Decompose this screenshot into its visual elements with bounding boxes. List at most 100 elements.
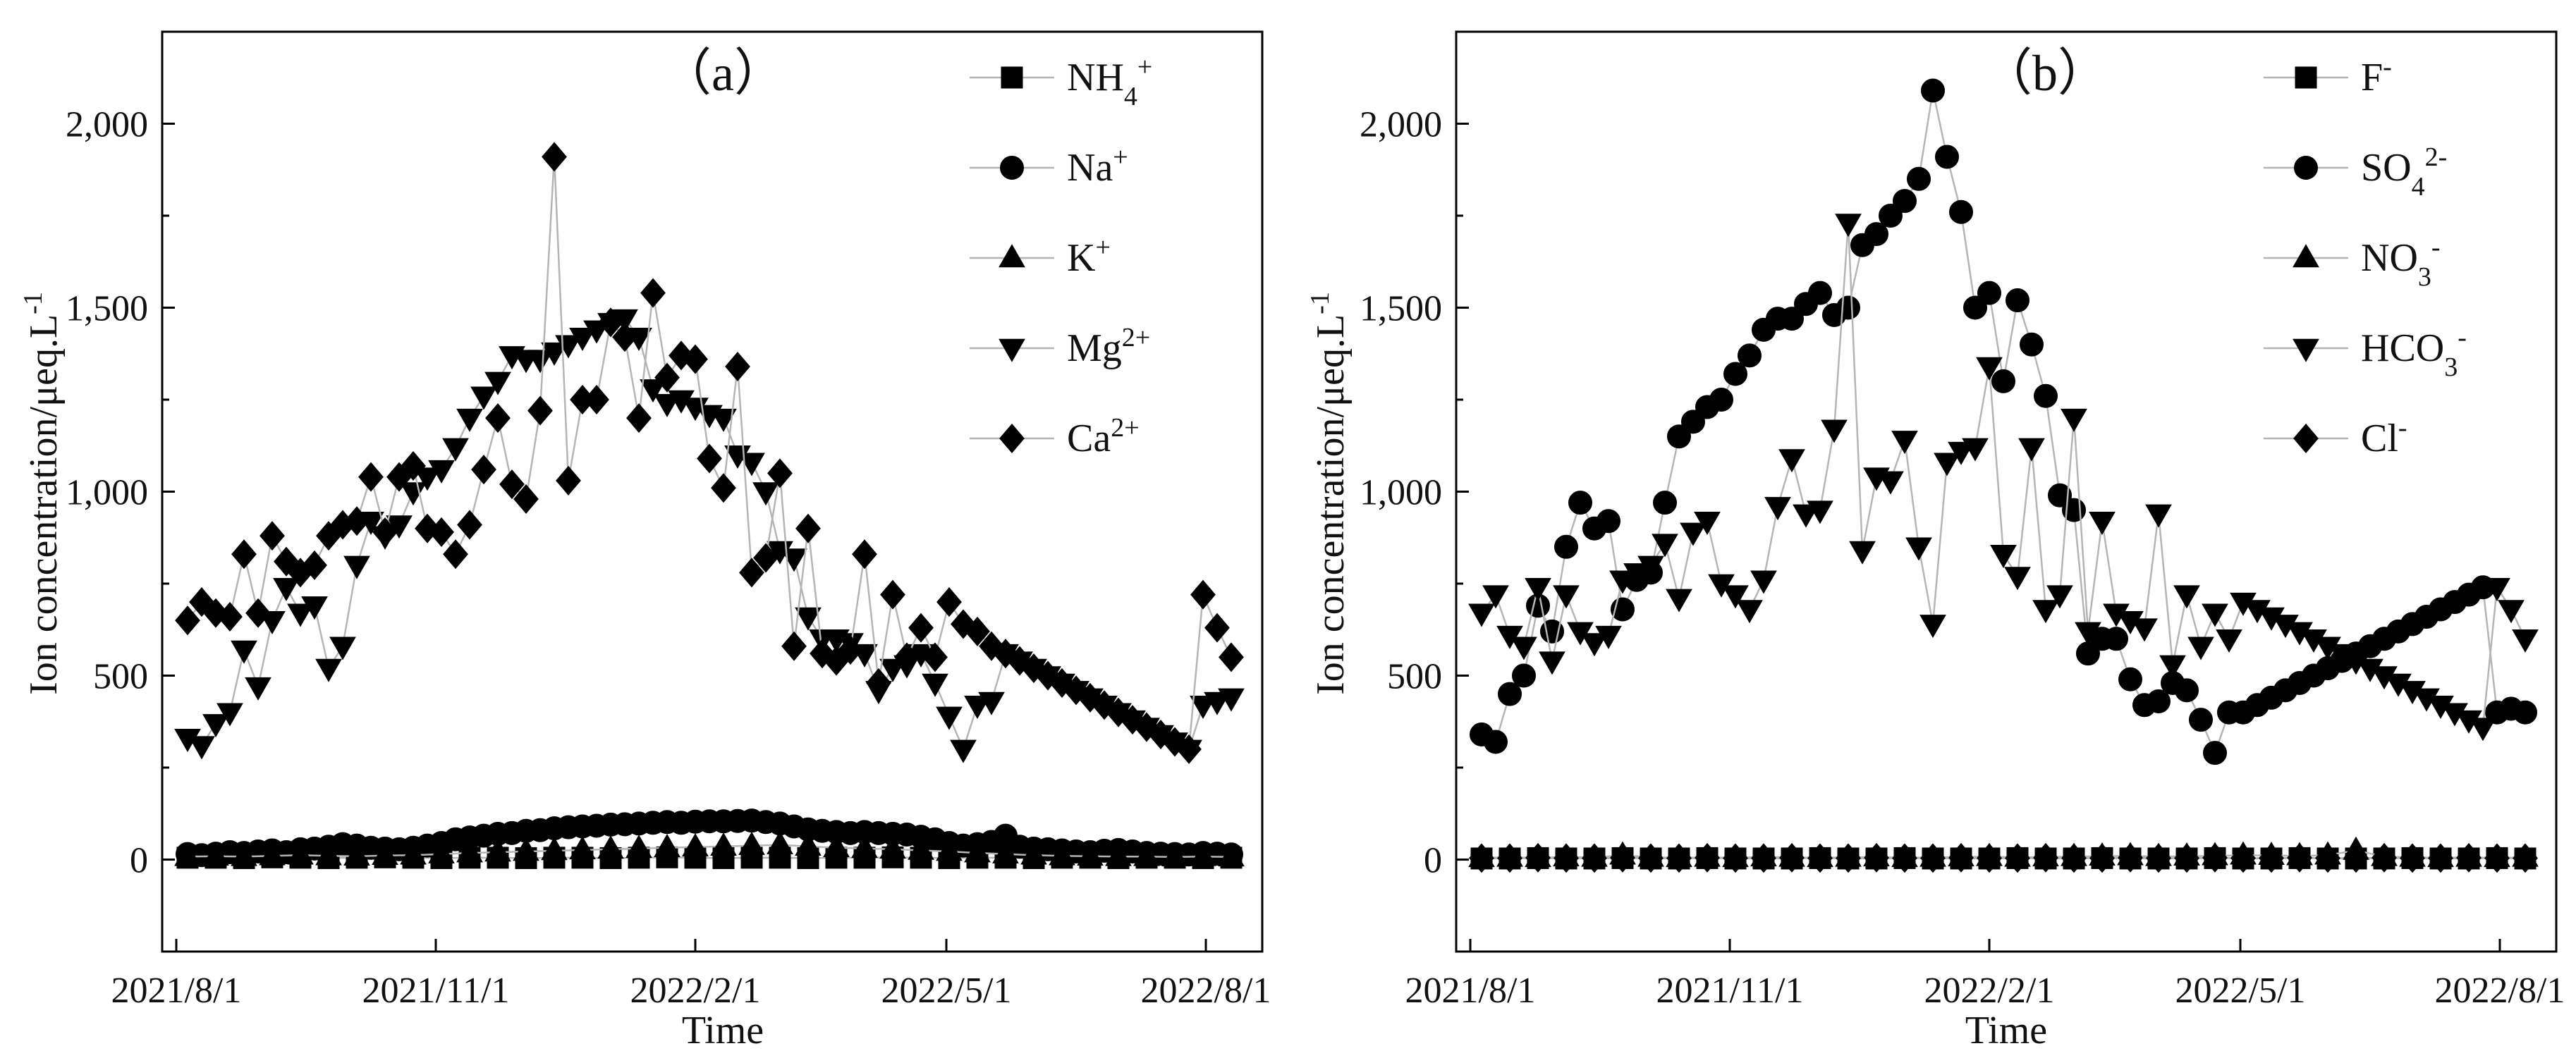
panel-b-xlabel: Time	[1965, 1009, 2047, 1052]
data-point-SO42-	[1709, 388, 1733, 412]
data-point-Cl-	[1836, 843, 1861, 873]
data-point-K+	[710, 832, 737, 856]
data-point-Ca2+	[527, 395, 553, 426]
data-point-HCO3-	[1835, 214, 1862, 238]
data-point-Ca2+	[598, 307, 623, 338]
data-point-HCO3-	[1609, 570, 1636, 594]
y-tick-label: 0	[130, 841, 148, 881]
legend-item-HCO3-: HCO3-	[2264, 323, 2467, 382]
data-point-Cl-	[2259, 843, 2284, 873]
data-point-SO42-	[1554, 534, 1578, 559]
data-point-SO42-	[1484, 730, 1508, 754]
data-point-K+	[767, 830, 793, 854]
data-point-K+	[1161, 843, 1188, 867]
data-point-Ca2+	[1219, 642, 1244, 672]
data-point-K+	[625, 835, 652, 859]
data-point-Ca2+	[260, 521, 285, 551]
data-point-SO42-	[1568, 491, 1592, 515]
data-point-Ca2+	[795, 513, 821, 543]
data-point-HCO3-	[2145, 504, 2172, 528]
legend-label-main: SO	[2361, 146, 2412, 190]
data-point-Mg2+	[710, 408, 737, 432]
y-tick-label: 500	[1387, 657, 1442, 697]
legend-marker-Na+	[1000, 156, 1024, 180]
data-point-K+	[202, 842, 229, 866]
data-point-Mg2+	[414, 467, 441, 491]
data-point-K+	[287, 841, 314, 865]
data-point-SO42-	[2048, 483, 2072, 508]
data-point-Cl-	[2118, 842, 2143, 873]
data-point-Ca2+	[1176, 734, 1202, 764]
y-tick-label: 1,000	[1360, 473, 1442, 513]
data-point-K+	[823, 834, 850, 858]
y-tick-label: 1,500	[1360, 289, 1442, 329]
data-point-Ca2+	[936, 587, 962, 617]
y-tick-label: 1,500	[66, 289, 148, 329]
data-point-HCO3-	[1877, 471, 1904, 495]
data-point-Mg2+	[484, 371, 511, 395]
x-tick-label: 2021/11/1	[1656, 971, 1804, 1011]
data-point-K+	[1020, 841, 1047, 865]
legend-marker-NO3-	[2293, 244, 2319, 268]
data-point-Cl-	[2230, 843, 2256, 873]
legend-label-main: Na	[1067, 146, 1113, 190]
legend-label-sub: 4	[2412, 172, 2425, 202]
data-point-SO42-	[2034, 383, 2058, 408]
data-point-SO42-	[1738, 343, 1762, 368]
data-point-Ca2+	[626, 403, 652, 433]
data-point-Ca2+	[372, 517, 398, 547]
data-point-HCO3-	[2173, 585, 2200, 609]
data-point-Cl-	[2005, 843, 2030, 873]
data-point-K+	[541, 837, 568, 861]
data-point-Ca2+	[908, 613, 934, 643]
data-point-Ca2+	[894, 642, 920, 672]
data-point-SO42-	[1935, 144, 1959, 169]
data-point-Mg2+	[978, 691, 1005, 715]
data-point-HCO3-	[1581, 633, 1608, 657]
data-point-HCO3-	[2004, 567, 2031, 591]
data-point-Cl-	[1525, 842, 1551, 873]
data-point-K+	[456, 839, 483, 863]
data-point-SO42-	[1907, 166, 1931, 191]
data-point-K+	[879, 835, 906, 859]
legend-label-sup: +	[1137, 52, 1152, 82]
legend-label-main: HCO	[2361, 326, 2444, 370]
data-point-Cl-	[2513, 843, 2538, 873]
data-point-Cl-	[1638, 843, 1664, 873]
legend-label-main: NH	[1067, 56, 1124, 99]
data-point-Mg2+	[950, 739, 977, 763]
legend-label: Mg2+	[1067, 323, 1150, 370]
data-point-Cl-	[1892, 843, 1917, 873]
data-point-HCO3-	[1680, 522, 1707, 546]
data-point-SO42-	[2020, 332, 2044, 357]
legend-item-F-: F-	[2264, 52, 2392, 99]
legend-label-main: F	[2361, 56, 2383, 99]
panel-a-ylabel: Ion concentration/μeq.L-1	[18, 292, 66, 695]
legend-label: Na+	[1067, 142, 1128, 190]
legend-label: Ca2+	[1067, 413, 1140, 460]
data-point-HCO3-	[1990, 544, 2017, 568]
data-point-Ca2+	[612, 322, 637, 352]
data-point-Cl-	[1497, 843, 1522, 873]
panel-a-ylabel-main: Ion concentration/μeq.L	[22, 314, 66, 695]
legend-label: F-	[2361, 52, 2392, 99]
x-tick-label: 2022/5/1	[2175, 971, 2306, 1011]
data-point-Mg2+	[188, 736, 215, 760]
legend-label-main: Cl	[2361, 417, 2398, 460]
data-point-Mg2+	[273, 577, 300, 601]
data-point-K+	[992, 839, 1019, 863]
data-point-Ca2+	[217, 601, 243, 632]
data-point-HCO3-	[2202, 603, 2228, 627]
data-point-SO42-	[1723, 362, 1747, 386]
legend-label-main: NO	[2361, 236, 2418, 280]
legend-label-sup: -	[2398, 413, 2407, 443]
data-point-Cl-	[2033, 842, 2058, 873]
data-point-SO42-	[1667, 424, 1691, 449]
series-line-Cl-	[1482, 856, 2525, 859]
legend-marker-K+	[999, 244, 1025, 268]
data-point-Ca2+	[471, 455, 496, 485]
panel-a-label: （a）	[661, 45, 785, 102]
data-point-HCO3-	[2018, 438, 2045, 462]
legend-label-sub: 3	[2418, 262, 2431, 292]
